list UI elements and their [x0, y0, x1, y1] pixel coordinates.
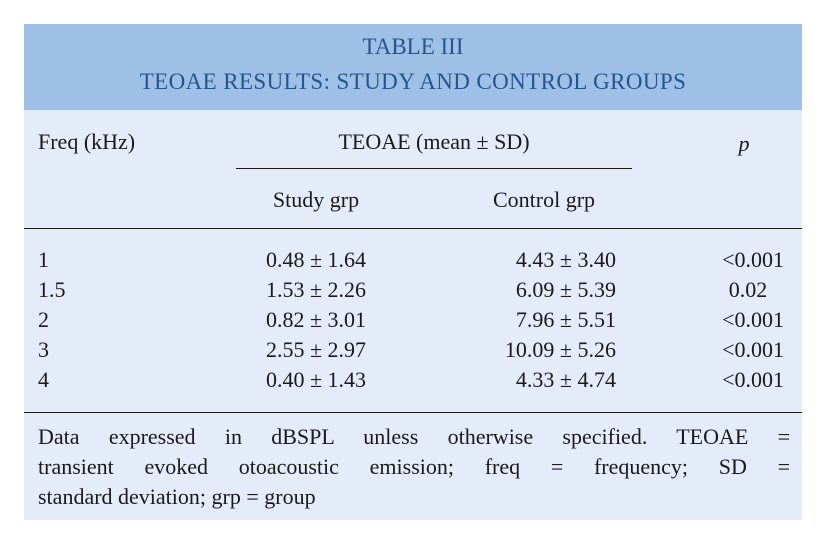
cell-freq: 2	[38, 307, 49, 332]
cell-study: 0.82 ± 3.01	[265, 307, 367, 332]
header-group-rule	[236, 168, 632, 169]
cell-study: 2.55 ± 2.97	[265, 337, 367, 362]
table-caption: TABLE III TEOAE RESULTS: STUDY AND CONTR…	[24, 24, 802, 110]
cell-freq: 3	[38, 337, 49, 362]
cell-control: 4.43 ± 3.40	[515, 247, 616, 272]
cell-control: 10.09 ± 5.26	[504, 337, 616, 362]
cell-p: <0.001	[722, 307, 784, 332]
table-footnote: Data expressed in dBSPL unless otherwise…	[38, 422, 790, 512]
table-title: TEOAE RESULTS: STUDY AND CONTROL GROUPS	[139, 69, 687, 94]
header-p: p	[738, 131, 750, 156]
header-control: Control grp	[492, 187, 596, 212]
cell-study: 1.53 ± 2.26	[265, 277, 367, 302]
cell-control: 4.33 ± 4.74	[515, 367, 616, 392]
cell-p: <0.001	[722, 367, 784, 392]
table-bottom-rule	[24, 412, 802, 413]
footnote-line: standard deviation; grp = group	[38, 484, 316, 509]
header-bottom-rule	[24, 228, 802, 229]
cell-freq: 4	[38, 367, 49, 392]
header-teoae: TEOAE (mean ± SD)	[338, 129, 530, 154]
cell-freq: 1	[38, 247, 49, 272]
table-number: TABLE III	[362, 34, 464, 59]
header-freq: Freq (kHz)	[38, 129, 136, 154]
cell-study: 0.40 ± 1.43	[265, 367, 367, 392]
data-table: TABLE III TEOAE RESULTS: STUDY AND CONTR…	[24, 24, 802, 520]
header-study: Study grp	[272, 187, 360, 212]
cell-p: <0.001	[722, 247, 784, 272]
cell-study: 0.48 ± 1.64	[265, 247, 367, 272]
cell-p: 0.02	[728, 277, 768, 302]
footnote-line: transient evoked otoacoustic emission; f…	[38, 454, 790, 479]
footnote-line: Data expressed in dBSPL unless otherwise…	[38, 424, 790, 449]
cell-control: 6.09 ± 5.39	[515, 277, 616, 302]
cell-control: 7.96 ± 5.51	[515, 307, 616, 332]
cell-p: <0.001	[722, 337, 784, 362]
cell-freq: 1.5	[38, 277, 66, 302]
